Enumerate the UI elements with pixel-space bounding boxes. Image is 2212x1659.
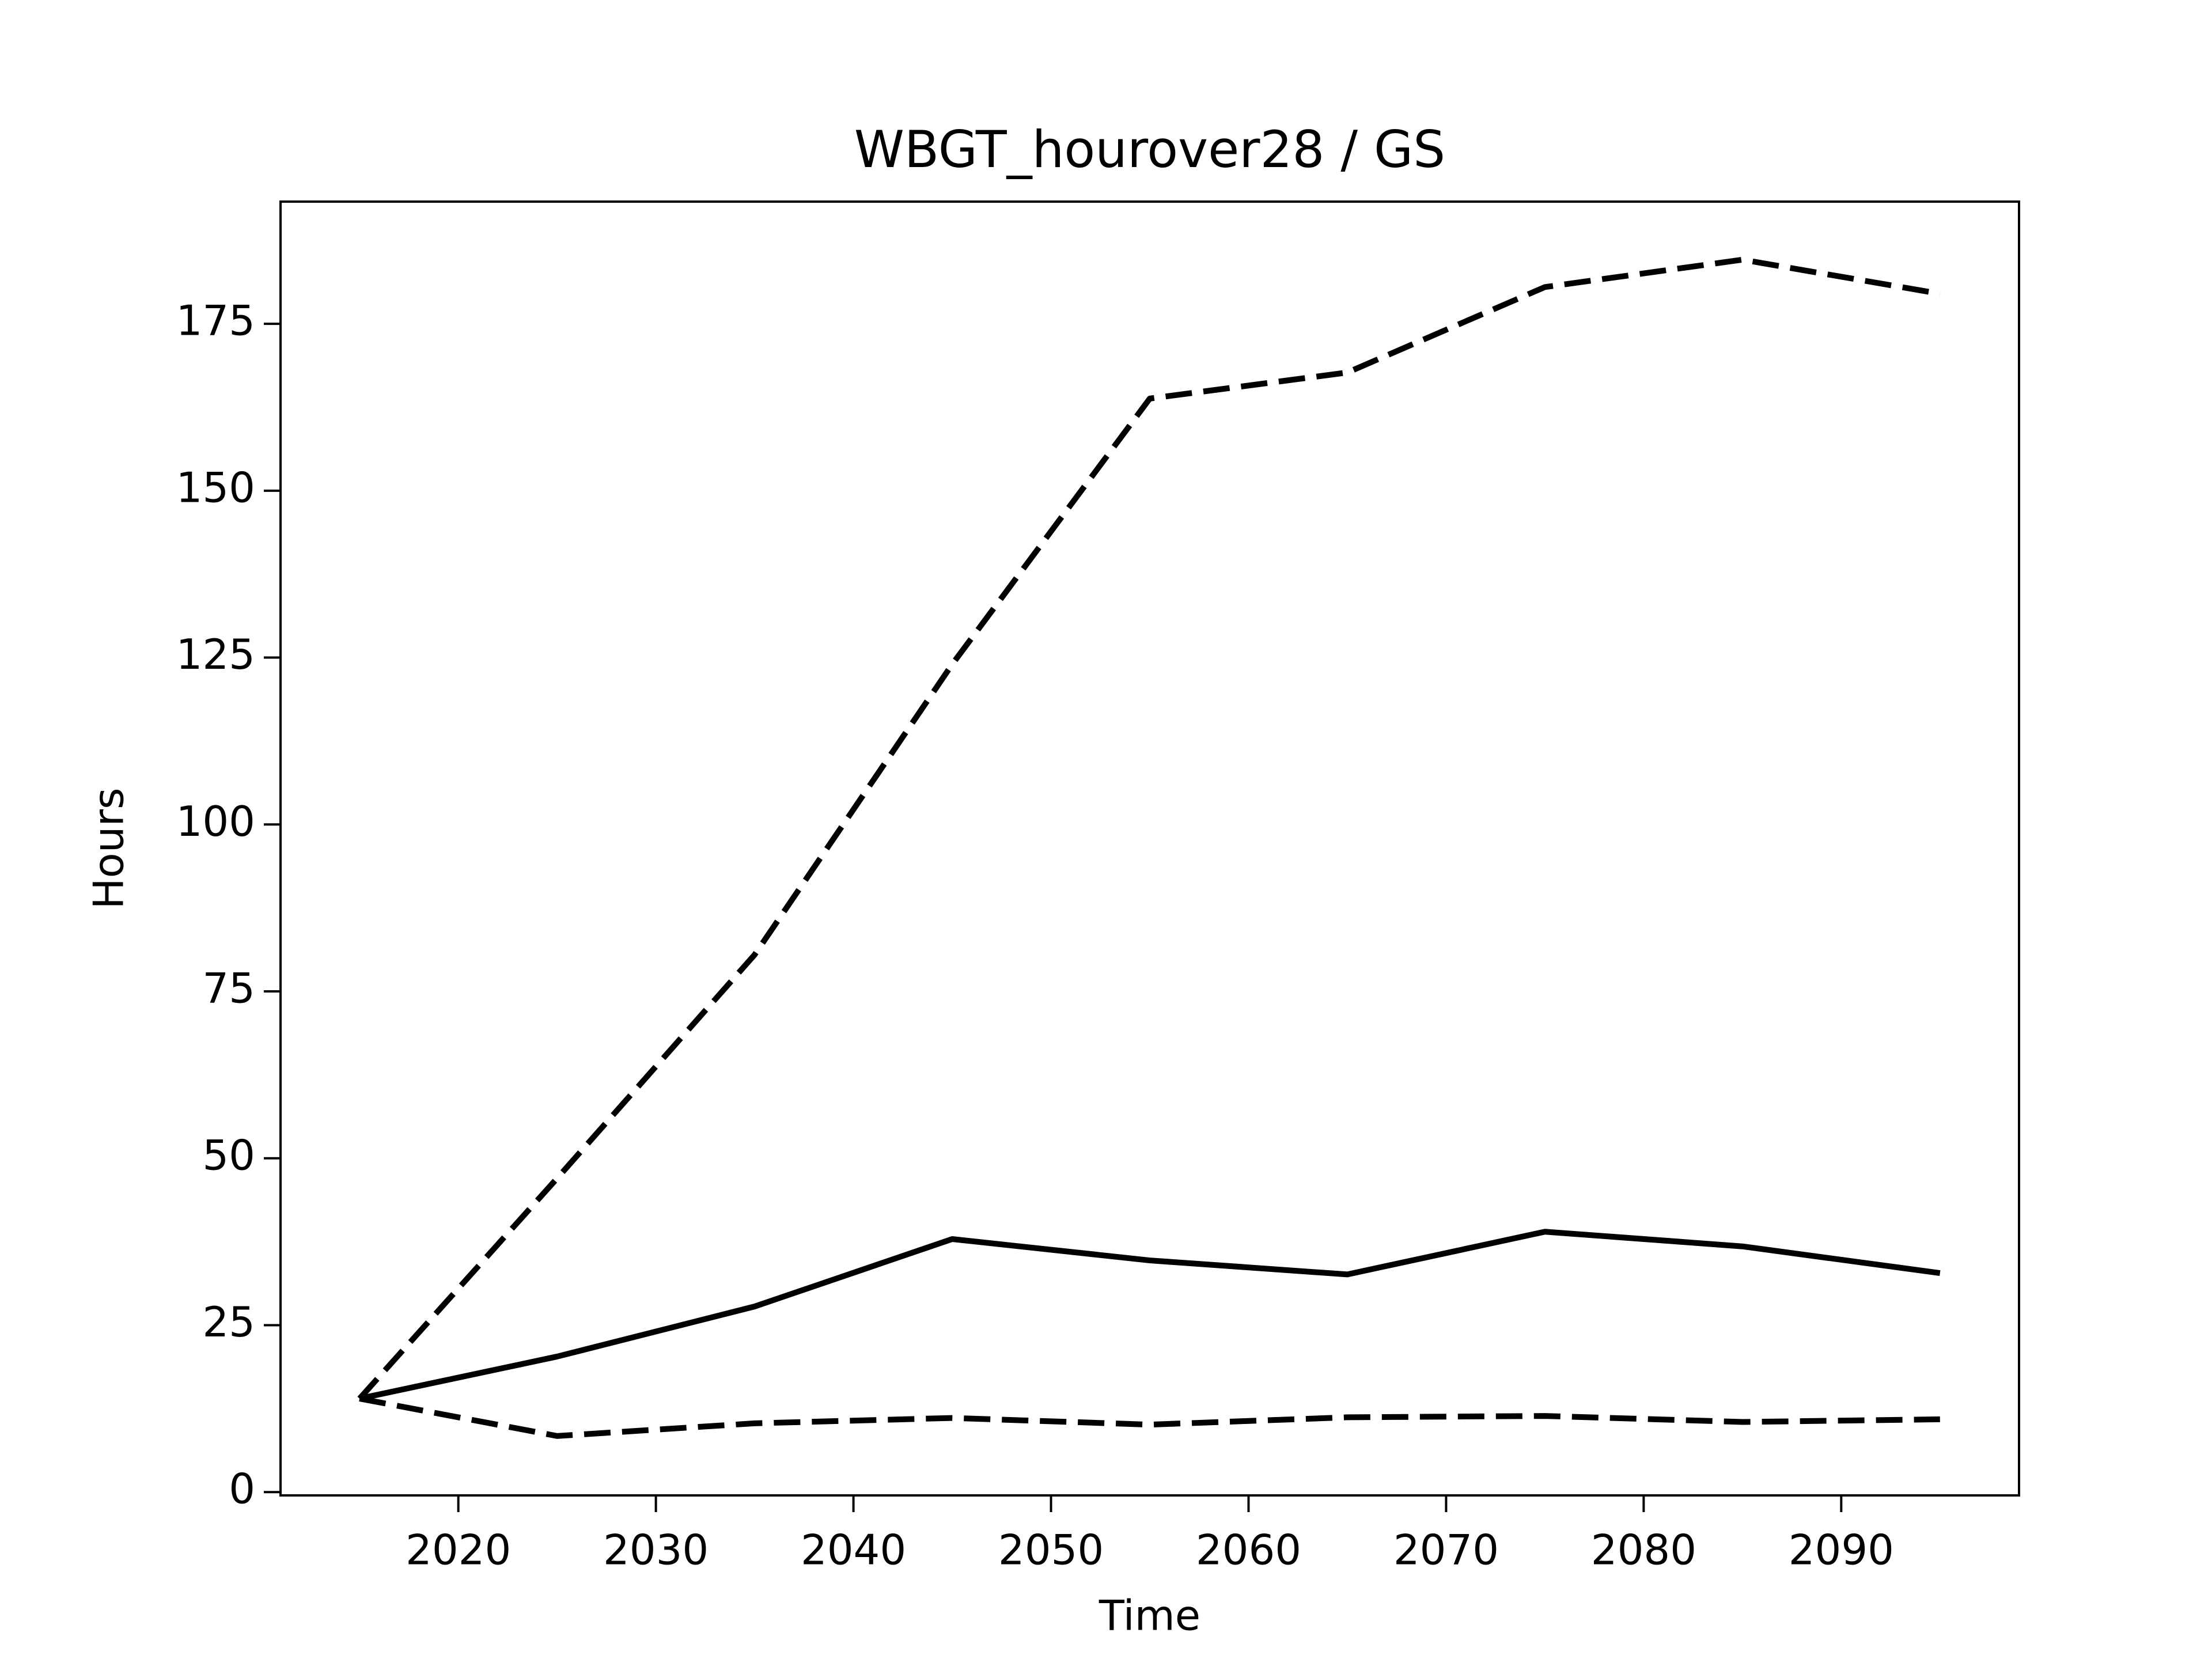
x-tick-label: 2080 bbox=[1591, 1526, 1696, 1574]
y-tick-label: 100 bbox=[176, 797, 255, 846]
y-tick-label: 50 bbox=[202, 1131, 255, 1179]
x-tick-label: 2050 bbox=[998, 1526, 1104, 1574]
y-tick-label: 175 bbox=[176, 297, 255, 345]
line-series bbox=[359, 1396, 1940, 1439]
line-series bbox=[359, 1229, 1941, 1402]
x-tick-label: 2020 bbox=[406, 1526, 511, 1574]
x-tick-label: 2040 bbox=[801, 1526, 906, 1574]
x-tick-label: 2070 bbox=[1393, 1526, 1499, 1574]
y-tick-label: 75 bbox=[202, 964, 255, 1013]
y-tick-label: 150 bbox=[176, 463, 255, 512]
x-tick-label: 2060 bbox=[1196, 1526, 1301, 1574]
plot-frame bbox=[279, 200, 2020, 1497]
y-axis-label: Hours bbox=[85, 788, 133, 910]
x-tick-label: 2090 bbox=[1789, 1526, 1894, 1574]
y-tick-label: 0 bbox=[229, 1465, 255, 1513]
x-tick-label: 2030 bbox=[603, 1526, 709, 1574]
y-tick-label: 25 bbox=[202, 1298, 255, 1346]
y-tick-label: 125 bbox=[176, 630, 255, 679]
chart-title: WBGT_hourover28 / GS bbox=[854, 120, 1445, 179]
line-series bbox=[357, 256, 1941, 1401]
x-axis-label: Time bbox=[1099, 1592, 1200, 1640]
